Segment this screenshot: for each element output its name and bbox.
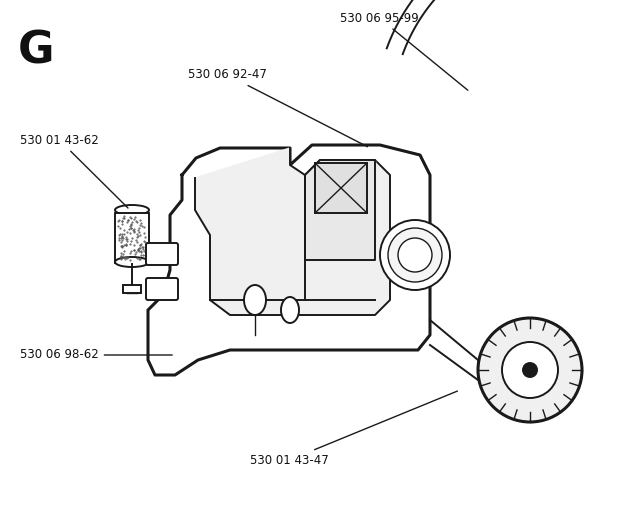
- Polygon shape: [148, 145, 430, 375]
- Text: 530 01 43-62: 530 01 43-62: [20, 134, 128, 208]
- Bar: [115, 213, 149, 263]
- Circle shape: [398, 238, 432, 272]
- Text: 530 01 43-47: 530 01 43-47: [250, 391, 458, 466]
- Ellipse shape: [115, 205, 149, 215]
- Ellipse shape: [478, 318, 582, 422]
- Text: eReplacementParts.com: eReplacementParts.com: [225, 263, 395, 277]
- Ellipse shape: [281, 297, 299, 323]
- Circle shape: [523, 363, 537, 377]
- Ellipse shape: [244, 285, 266, 315]
- Ellipse shape: [115, 257, 149, 267]
- Text: 530 06 95-99: 530 06 95-99: [340, 12, 468, 90]
- Circle shape: [380, 220, 450, 290]
- Text: 530 06 92-47: 530 06 92-47: [188, 69, 368, 147]
- Bar: [123, 285, 141, 293]
- Polygon shape: [305, 160, 375, 260]
- Text: G: G: [18, 30, 55, 73]
- FancyBboxPatch shape: [146, 243, 178, 265]
- Circle shape: [388, 228, 442, 282]
- Bar: [315, 163, 367, 213]
- Circle shape: [502, 342, 558, 398]
- FancyBboxPatch shape: [146, 278, 178, 300]
- Text: 530 06 98-62: 530 06 98-62: [20, 348, 172, 362]
- Polygon shape: [195, 148, 390, 315]
